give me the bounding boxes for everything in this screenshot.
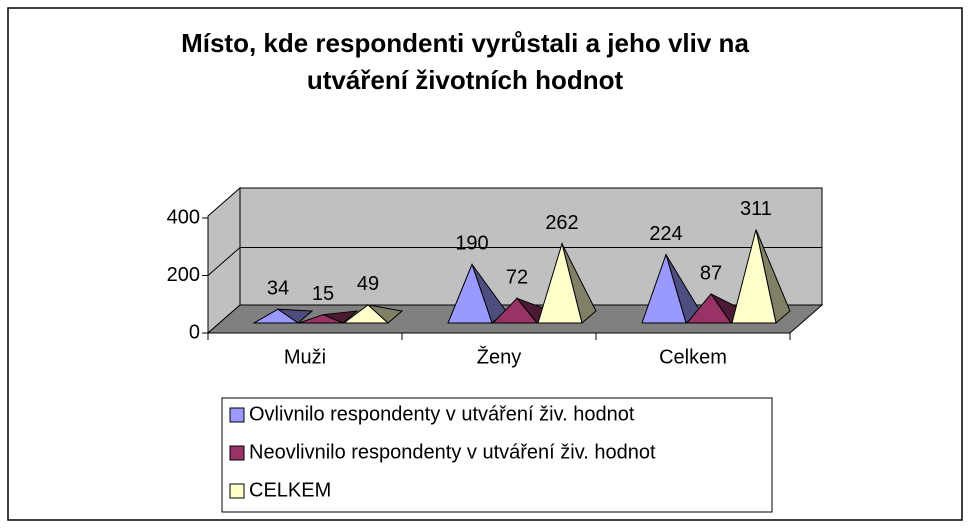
value-label: 15 xyxy=(312,283,334,305)
pyramid xyxy=(298,314,344,324)
legend-swatch xyxy=(229,407,245,423)
y-tick-label: 0 xyxy=(189,321,200,343)
value-label: 190 xyxy=(455,233,488,255)
legend-label: Neovlivnilo respondenty v utváření živ. … xyxy=(249,441,656,463)
legend-swatch xyxy=(229,483,245,499)
pyramid xyxy=(641,252,687,324)
value-label: 72 xyxy=(506,267,528,289)
pyramid xyxy=(537,241,583,324)
x-tick-label: Muži xyxy=(284,346,326,368)
legend-swatch xyxy=(229,445,245,461)
x-tick-label: Ženy xyxy=(477,345,521,368)
chart-subtitle: utváření životních hodnot xyxy=(307,65,624,95)
chart-title: Místo, kde respondenti vyrůstali a jeho … xyxy=(181,28,749,58)
value-label: 34 xyxy=(267,278,289,300)
value-label: 224 xyxy=(649,223,682,245)
value-label: 262 xyxy=(545,212,578,234)
value-label: 311 xyxy=(740,198,772,220)
legend xyxy=(221,397,773,513)
pyramid xyxy=(342,304,390,324)
value-label: 49 xyxy=(357,273,379,295)
pyramid xyxy=(252,308,300,324)
legend-label: Ovlivnilo respondenty v utváření živ. ho… xyxy=(249,403,635,425)
pyramid xyxy=(685,293,732,324)
pyramid xyxy=(491,297,539,324)
pyramid xyxy=(731,229,777,324)
y-tick-label: 200 xyxy=(167,264,200,286)
value-label: 87 xyxy=(700,262,722,284)
y-tick-label: 400 xyxy=(167,206,200,228)
grid-line-side xyxy=(207,247,241,276)
pyramid xyxy=(447,262,493,324)
x-tick-label: Celkem xyxy=(659,346,727,368)
legend-label: CELKEM xyxy=(249,479,331,501)
